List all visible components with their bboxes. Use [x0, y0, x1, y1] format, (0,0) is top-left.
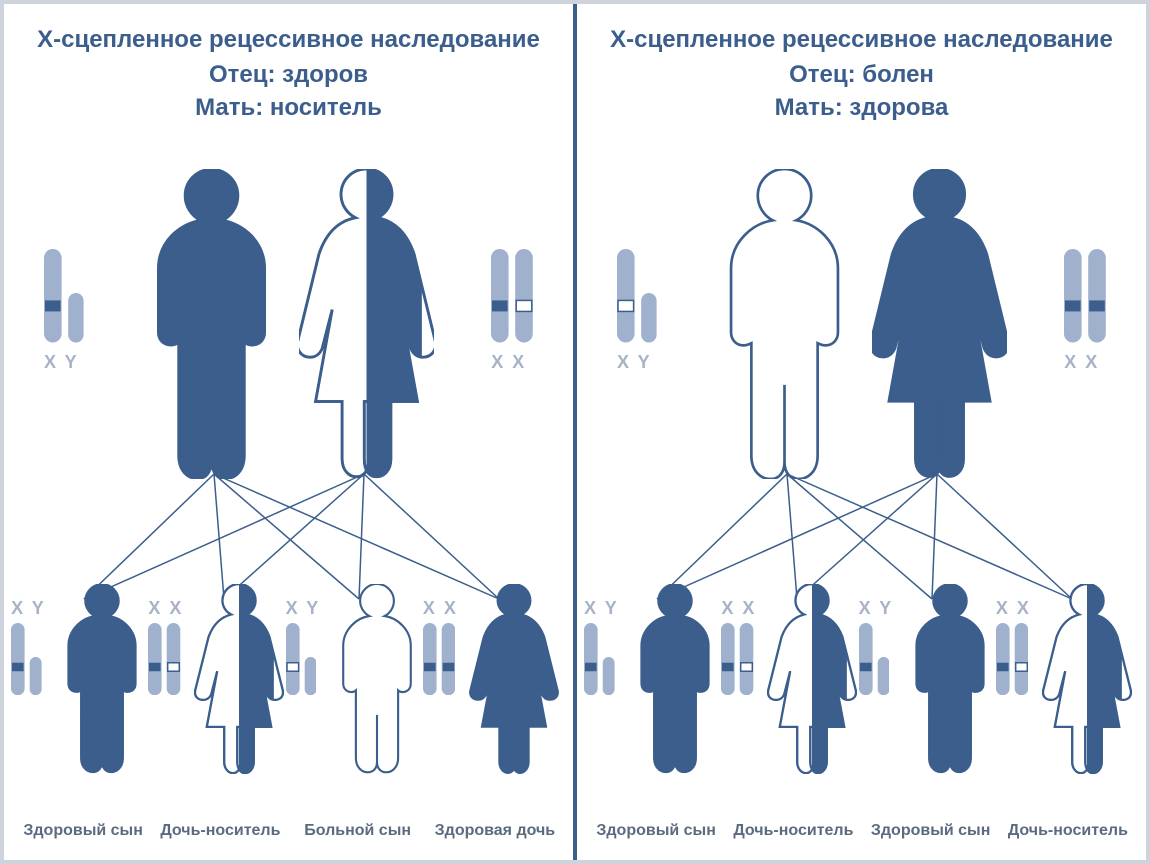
- child-chromo-label: X Y: [11, 598, 46, 619]
- child-chromo-label: X X: [996, 598, 1031, 619]
- parents-row: X Y X X: [4, 169, 573, 499]
- mother-chromosomes: X X: [491, 249, 533, 373]
- father-chromo-label: X Y: [617, 352, 657, 373]
- child-slot: X Y Здоровый сын: [588, 584, 723, 844]
- child-label: Здоровый сын: [582, 822, 730, 840]
- father-chromosomes: X Y: [44, 249, 84, 373]
- mother-figure: [872, 169, 1007, 484]
- child-slot: X X Дочь-носитель: [725, 584, 860, 844]
- child-slot: X X Здоровая дочь: [427, 584, 562, 844]
- child-figure: [194, 584, 284, 779]
- child-chromosomes: X Y: [286, 594, 321, 700]
- father-figure: [717, 169, 852, 484]
- child-figure: [332, 584, 422, 779]
- mother-chromosomes: X X: [1064, 249, 1106, 373]
- child-label: Дочь-носитель: [994, 822, 1142, 840]
- child-figure: [905, 584, 995, 779]
- child-figure: [57, 584, 147, 779]
- child-label: Здоровая дочь: [421, 822, 569, 840]
- mother-figure: [299, 169, 434, 484]
- panel-right: X-сцепленное рецессивное наследование От…: [577, 4, 1146, 860]
- child-chromosomes: X X: [721, 594, 756, 700]
- child-slot: X Y Здоровый сын: [863, 584, 998, 844]
- mother-chromo-label: X X: [491, 352, 533, 373]
- panel-title: X-сцепленное рецессивное наследование От…: [4, 24, 573, 124]
- panel-left: X-сцепленное рецессивное наследование От…: [4, 4, 573, 860]
- child-chromosomes: X X: [996, 594, 1031, 700]
- children-row: X Y Здоровый сын X X Дочь-носитель X Y Б: [4, 584, 573, 844]
- mother-status: Мать: здорова: [577, 92, 1146, 123]
- child-chromosomes: X X: [148, 594, 183, 700]
- children-row: X Y Здоровый сын X X Дочь-носитель X Y З: [577, 584, 1146, 844]
- child-chromosomes: X X: [423, 594, 458, 700]
- child-slot: X X Дочь-носитель: [152, 584, 287, 844]
- child-chromo-label: X Y: [859, 598, 894, 619]
- diagram-root: X-сцепленное рецессивное наследование От…: [0, 0, 1150, 864]
- child-label: Больной сын: [284, 822, 432, 840]
- father-status: Отец: здоров: [4, 59, 573, 90]
- parents-row: X Y X X: [577, 169, 1146, 499]
- father-chromo-label: X Y: [44, 352, 84, 373]
- child-chromosomes: X Y: [584, 594, 619, 700]
- child-chromosomes: X Y: [859, 594, 894, 700]
- child-chromo-label: X X: [423, 598, 458, 619]
- child-label: Здоровый сын: [9, 822, 157, 840]
- child-label: Дочь-носитель: [146, 822, 294, 840]
- title-line: X-сцепленное рецессивное наследование: [4, 24, 573, 55]
- child-slot: X Y Больной сын: [290, 584, 425, 844]
- child-chromo-label: X X: [721, 598, 756, 619]
- child-chromo-label: X Y: [584, 598, 619, 619]
- child-chromo-label: X X: [148, 598, 183, 619]
- child-figure: [767, 584, 857, 779]
- child-chromo-label: X Y: [286, 598, 321, 619]
- father-figure: [144, 169, 279, 484]
- panel-title: X-сцепленное рецессивное наследование От…: [577, 24, 1146, 124]
- child-label: Здоровый сын: [857, 822, 1005, 840]
- child-label: Дочь-носитель: [719, 822, 867, 840]
- father-status: Отец: болен: [577, 59, 1146, 90]
- father-chromosomes: X Y: [617, 249, 657, 373]
- child-slot: X X Дочь-носитель: [1000, 584, 1135, 844]
- mother-status: Мать: носитель: [4, 92, 573, 123]
- child-figure: [469, 584, 559, 779]
- title-line: X-сцепленное рецессивное наследование: [577, 24, 1146, 55]
- mother-chromo-label: X X: [1064, 352, 1106, 373]
- child-figure: [1042, 584, 1132, 779]
- child-slot: X Y Здоровый сын: [15, 584, 150, 844]
- child-chromosomes: X Y: [11, 594, 46, 700]
- child-figure: [630, 584, 720, 779]
